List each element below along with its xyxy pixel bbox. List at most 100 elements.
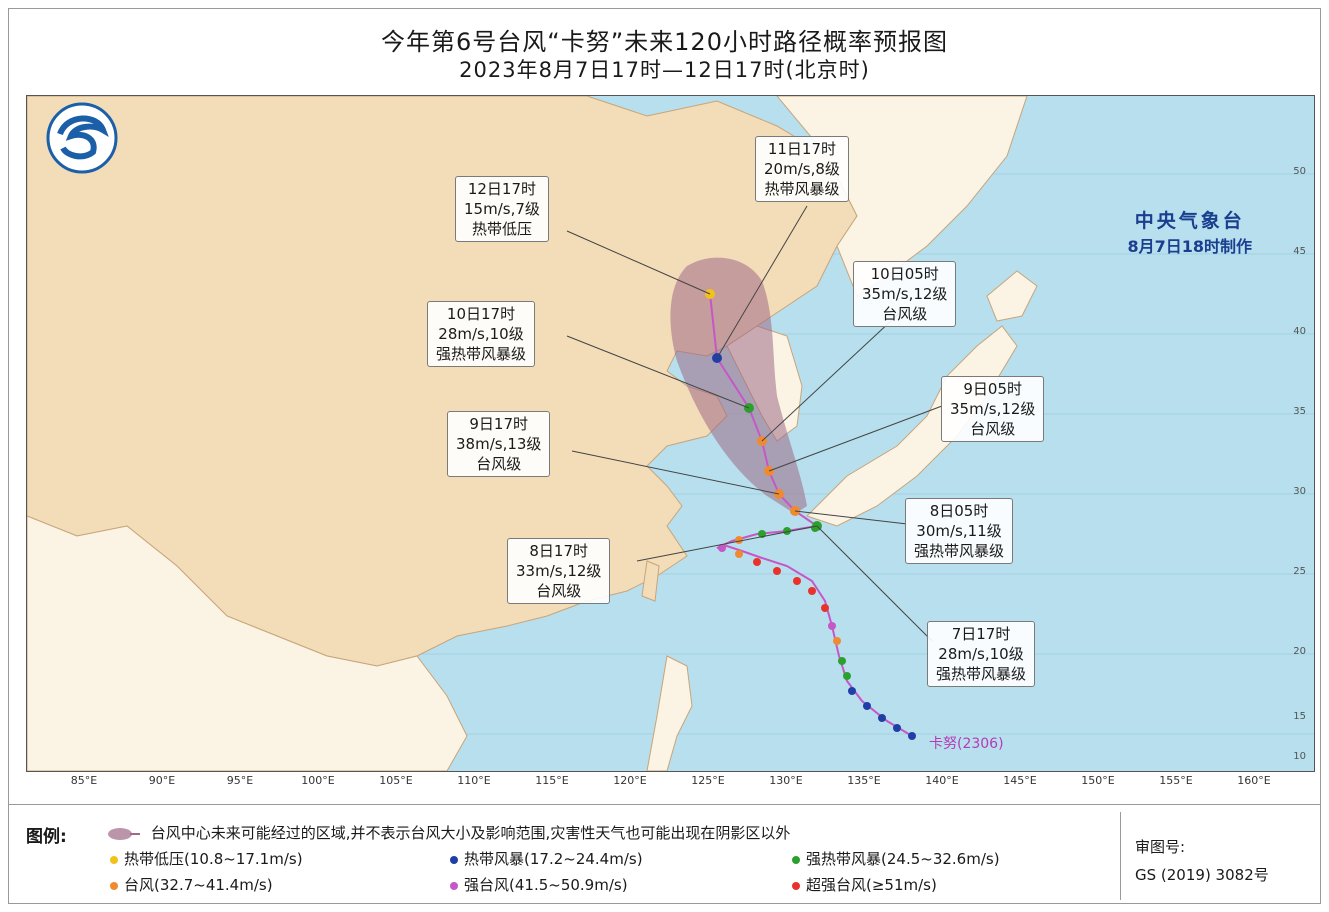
lon-tick: 115°E: [535, 774, 569, 787]
callout-time: 9日05时: [963, 380, 1023, 398]
callout-time: 10日05时: [870, 265, 939, 283]
legend-item: 强台风(41.5~50.9m/s): [450, 874, 628, 895]
lon-tick: 145°E: [1003, 774, 1037, 787]
map-subtitle: 2023年8月7日17时—12日17时(北京时): [459, 58, 870, 82]
td-dot-icon: [110, 855, 118, 864]
callout-speed: 15m/s,7级: [464, 200, 540, 218]
lon-tick: 120°E: [613, 774, 647, 787]
callout-8d17: 8日17时 33m/s,12级 台风级: [507, 538, 611, 604]
callout-time: 12日17时: [467, 180, 537, 198]
map-canvas: [27, 96, 1314, 771]
agency-block: 中央气象台 8月7日18时制作: [1127, 206, 1252, 257]
legend-item: 台风(32.7~41.4m/s): [110, 874, 273, 895]
callout-time: 11日17时: [767, 140, 837, 158]
callout-speed: 28m/s,10级: [438, 325, 524, 343]
callout-11d17: 11日17时 20m/s,8级 热带风暴级: [755, 136, 849, 202]
lat-tick: 45: [1293, 246, 1306, 257]
callout-grade: 台风级: [970, 420, 1016, 438]
legend-cone-text: 台风中心未来可能经过的区域,并不表示台风大小及影响范围,灾害性天气也可能出现在阴…: [150, 824, 791, 842]
lat-tick: 50: [1293, 166, 1306, 177]
callout-time: 9日17时: [469, 415, 529, 433]
lat-tick: 10: [1293, 751, 1306, 762]
map-title: 今年第6号台风“卡努”未来120小时路径概率预报图: [381, 28, 948, 56]
supty-dot-icon: [792, 881, 800, 890]
taiwan-land: [641, 560, 660, 602]
legend-cone: 台风中心未来可能经过的区域,并不表示台风大小及影响范围,灾害性天气也可能出现在阴…: [106, 822, 790, 843]
callout-grade: 热带低压: [471, 220, 532, 238]
callout-9d05: 9日05时 35m/s,12级 台风级: [941, 376, 1045, 442]
callout-speed: 33m/s,12级: [516, 562, 602, 580]
legend-item: 超强台风(≥51m/s): [792, 874, 937, 895]
philippines-land: [646, 655, 693, 771]
review-number: GS (2019) 3082号: [1135, 866, 1269, 884]
callout-speed: 35m/s,12级: [862, 285, 948, 303]
callout-speed: 30m/s,11级: [916, 522, 1002, 540]
callout-time: 7日17时: [951, 625, 1011, 643]
callout-grade: 台风级: [536, 582, 582, 600]
callout-speed: 38m/s,13级: [456, 435, 542, 453]
lon-tick: 160°E: [1237, 774, 1271, 787]
figure-frame: [8, 8, 1321, 904]
probability-cone: [670, 257, 807, 514]
sts-dot-icon: [792, 855, 800, 864]
lat-tick: 15: [1293, 711, 1306, 722]
sty-dot-icon: [450, 881, 458, 890]
lon-tick: 110°E: [457, 774, 491, 787]
lat-tick: 35: [1293, 406, 1306, 417]
lon-tick: 90°E: [148, 774, 176, 787]
callout-leaders: [566, 205, 943, 642]
longitude-axis: 85°E 90°E 95°E 100°E 105°E 110°E 115°E 1…: [26, 772, 1315, 796]
callout-speed: 28m/s,10级: [938, 645, 1024, 663]
legend-divider: [8, 804, 1321, 805]
observed-points: [718, 524, 916, 740]
review-label: 审图号:: [1135, 838, 1186, 856]
legend-item: 热带风暴(17.2~24.4m/s): [450, 848, 643, 869]
callout-speed: 20m/s,8级: [764, 160, 840, 178]
storm-label: 卡努(2306): [929, 736, 1004, 752]
callout-speed: 35m/s,12级: [950, 400, 1036, 418]
callout-time: 10日17时: [446, 305, 516, 323]
hokkaido-land: [986, 270, 1038, 322]
lon-tick: 100°E: [301, 774, 335, 787]
callout-grade: 台风级: [882, 305, 928, 323]
callout-grade: 热带风暴级: [764, 180, 840, 198]
callout-7d17: 7日17时 28m/s,10级 强热带风暴级: [927, 621, 1036, 687]
agency-name: 中央气象台: [1134, 210, 1245, 232]
callout-grade: 强热带风暴级: [436, 345, 527, 363]
legend-item: 热带低压(10.8~17.1m/s): [110, 848, 303, 869]
callout-8d05: 8日05时 30m/s,11级 强热带风暴级: [905, 498, 1014, 564]
lat-tick: 25: [1293, 566, 1306, 577]
lon-tick: 85°E: [70, 774, 98, 787]
cma-logo: [46, 102, 118, 174]
legend-title: 图例:: [26, 827, 67, 847]
lon-tick: 140°E: [925, 774, 959, 787]
lon-tick: 125°E: [691, 774, 725, 787]
review-number-block: 审图号: GS (2019) 3082号: [1120, 812, 1316, 900]
cone-swatch-icon: [108, 827, 140, 840]
callout-grade: 强热带风暴级: [936, 665, 1027, 683]
callout-time: 8日05时: [929, 502, 989, 520]
callout-9d17: 9日17时 38m/s,13级 台风级: [447, 411, 551, 477]
lon-tick: 135°E: [847, 774, 881, 787]
southeast-asia-land: [27, 515, 468, 771]
legend-item: 强热带风暴(24.5~32.6m/s): [792, 848, 1000, 869]
callout-grade: 台风级: [476, 455, 522, 473]
lat-tick: 30: [1293, 486, 1306, 497]
callout-10d17: 10日17时 28m/s,10级 强热带风暴级: [427, 301, 536, 367]
lat-tick: 40: [1293, 326, 1306, 337]
callout-10d05: 10日05时 35m/s,12级 台风级: [853, 261, 957, 327]
ts-dot-icon: [450, 855, 458, 864]
forecast-map: 中央气象台 8月7日18时制作 12日17时 15m/s,7级 热带低压 11日…: [26, 95, 1315, 772]
callout-12d17: 12日17时 15m/s,7级 热带低压: [455, 176, 549, 242]
lon-tick: 155°E: [1159, 774, 1193, 787]
legend: 图例: 台风中心未来可能经过的区域,并不表示台风大小及影响范围,灾害性天气也可能…: [16, 812, 1116, 900]
callout-time: 8日17时: [529, 542, 589, 560]
lon-tick: 130°E: [769, 774, 803, 787]
lon-tick: 105°E: [379, 774, 413, 787]
lon-tick: 150°E: [1081, 774, 1115, 787]
lat-tick: 20: [1293, 646, 1306, 657]
agency-made-time: 8月7日18时制作: [1127, 237, 1252, 256]
ty-dot-icon: [110, 881, 118, 890]
callout-grade: 强热带风暴级: [914, 542, 1005, 560]
lon-tick: 95°E: [226, 774, 254, 787]
